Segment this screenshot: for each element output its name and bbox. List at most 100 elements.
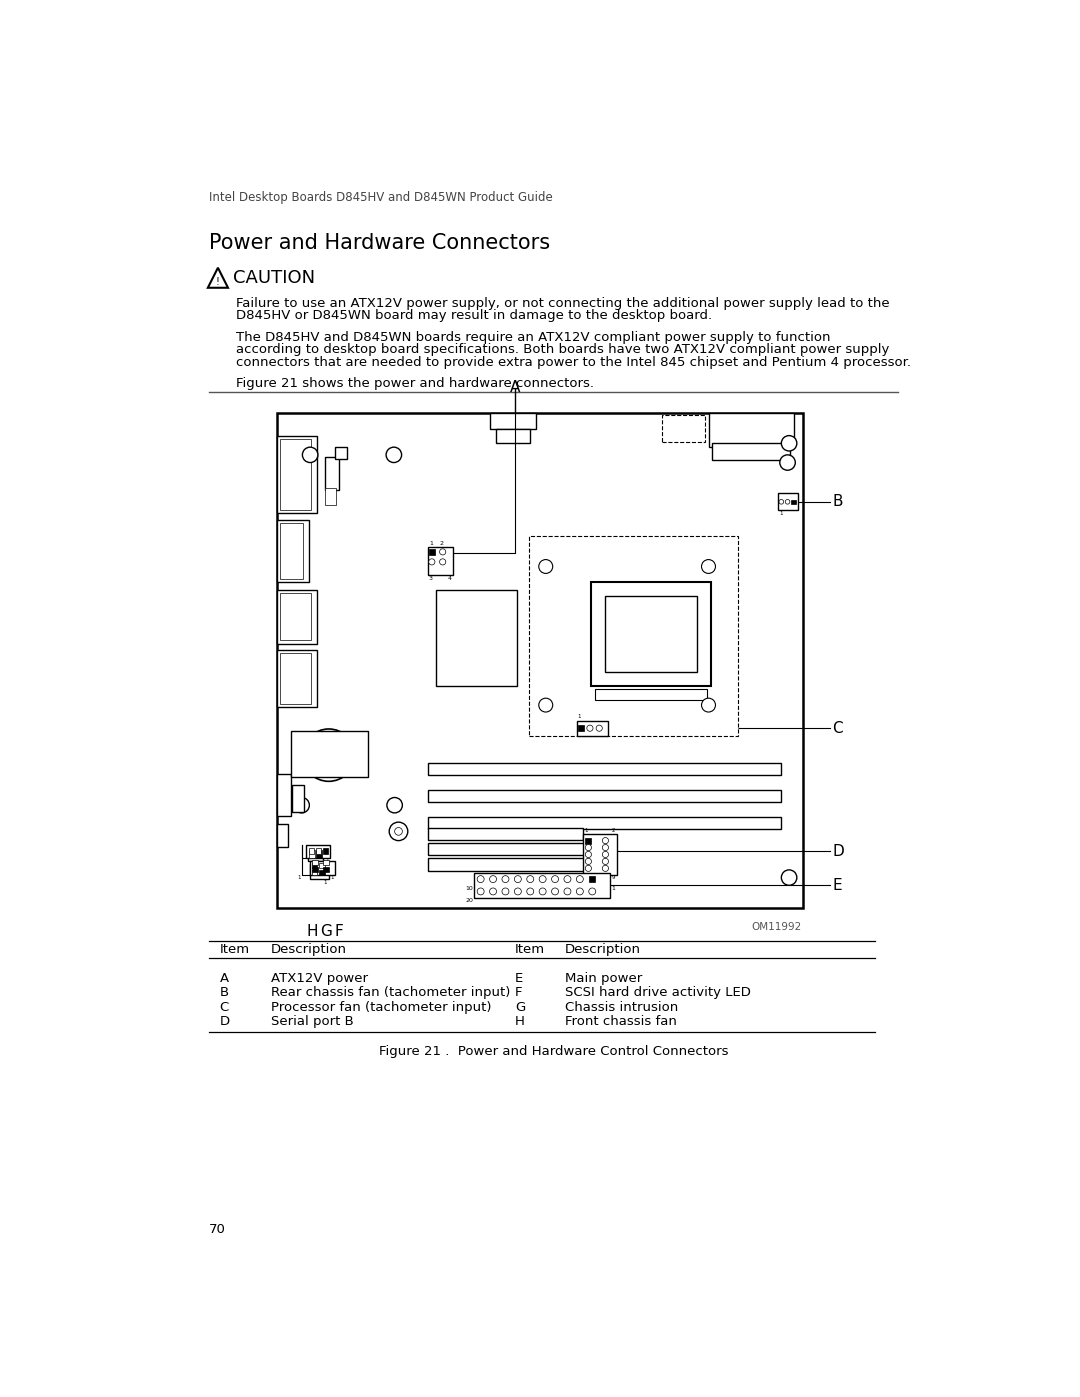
Circle shape <box>577 876 583 883</box>
Bar <box>583 834 617 875</box>
Circle shape <box>779 500 784 504</box>
Bar <box>428 858 606 870</box>
Circle shape <box>440 559 446 564</box>
Bar <box>428 842 606 855</box>
Text: 1: 1 <box>780 511 783 515</box>
Bar <box>280 652 311 704</box>
Text: H: H <box>515 1016 525 1028</box>
Text: 1: 1 <box>429 541 433 546</box>
Bar <box>320 863 325 869</box>
Text: C: C <box>833 721 843 736</box>
Bar <box>428 827 583 840</box>
Circle shape <box>589 888 596 895</box>
Circle shape <box>387 798 403 813</box>
Circle shape <box>389 823 408 841</box>
Text: 1: 1 <box>611 886 616 891</box>
Circle shape <box>502 888 509 895</box>
Bar <box>276 412 804 908</box>
Text: 70: 70 <box>208 1222 226 1235</box>
Text: OM11992: OM11992 <box>752 922 801 932</box>
Text: 1: 1 <box>324 880 327 884</box>
Circle shape <box>477 876 484 883</box>
Bar <box>325 488 336 504</box>
Bar <box>291 731 368 778</box>
Text: 3: 3 <box>429 576 433 581</box>
Circle shape <box>603 838 608 844</box>
Text: Main power: Main power <box>565 971 643 985</box>
Bar <box>309 848 314 855</box>
Text: 9: 9 <box>612 876 616 880</box>
Text: 1: 1 <box>319 862 323 866</box>
Text: Item: Item <box>515 943 545 956</box>
Bar <box>307 845 329 858</box>
Text: B: B <box>833 495 843 510</box>
Bar <box>428 817 781 828</box>
Text: G: G <box>515 1000 525 1014</box>
Text: Processor fan (tachometer input): Processor fan (tachometer input) <box>271 1000 491 1014</box>
Text: Failure to use an ATX12V power supply, or not connecting the additional power su: Failure to use an ATX12V power supply, o… <box>235 298 889 310</box>
Text: F: F <box>335 923 343 939</box>
Circle shape <box>585 844 592 851</box>
Text: G: G <box>320 923 332 939</box>
Bar <box>792 500 796 504</box>
Bar <box>280 524 303 578</box>
Bar <box>595 689 707 700</box>
Text: C: C <box>219 1000 229 1014</box>
Circle shape <box>489 876 497 883</box>
Text: 10: 10 <box>465 886 473 891</box>
Text: Item: Item <box>219 943 249 956</box>
Circle shape <box>394 827 403 835</box>
Text: Rear chassis fan (tachometer input): Rear chassis fan (tachometer input) <box>271 986 510 999</box>
Circle shape <box>302 447 318 462</box>
Circle shape <box>527 876 534 883</box>
Circle shape <box>585 858 592 865</box>
Circle shape <box>514 888 522 895</box>
Bar <box>276 824 287 847</box>
Bar <box>309 849 314 858</box>
Bar <box>310 863 328 879</box>
Bar <box>590 876 595 882</box>
Circle shape <box>489 888 497 895</box>
Bar <box>276 436 318 513</box>
Bar <box>435 590 517 686</box>
Text: B: B <box>219 986 229 999</box>
Bar <box>312 866 318 872</box>
Text: 2: 2 <box>612 828 616 833</box>
Circle shape <box>429 559 435 564</box>
Text: !: ! <box>216 277 220 286</box>
Circle shape <box>527 888 534 895</box>
Text: 11: 11 <box>584 876 592 880</box>
Bar <box>280 439 311 510</box>
Circle shape <box>702 560 715 573</box>
Bar <box>312 870 318 876</box>
Circle shape <box>702 698 715 712</box>
Bar <box>315 848 321 855</box>
Text: CAUTION: CAUTION <box>233 268 315 286</box>
Bar <box>276 590 318 644</box>
Bar <box>429 549 435 555</box>
Bar <box>323 848 328 855</box>
Circle shape <box>577 888 583 895</box>
Circle shape <box>514 876 522 883</box>
Text: A: A <box>219 971 229 985</box>
Circle shape <box>564 888 571 895</box>
Bar <box>276 650 318 707</box>
Text: D: D <box>219 1016 230 1028</box>
Text: 1: 1 <box>297 875 301 880</box>
Bar <box>335 447 347 458</box>
Text: A: A <box>510 380 519 395</box>
Text: 20: 20 <box>465 898 473 904</box>
Circle shape <box>780 455 795 471</box>
Circle shape <box>552 876 558 883</box>
Bar <box>323 861 328 865</box>
Circle shape <box>585 851 592 858</box>
Circle shape <box>603 865 608 872</box>
Text: 4: 4 <box>448 576 451 581</box>
Circle shape <box>502 876 509 883</box>
Bar <box>662 415 704 441</box>
Bar <box>320 870 325 876</box>
Circle shape <box>603 851 608 858</box>
Bar <box>578 725 583 731</box>
Bar <box>474 873 610 898</box>
Circle shape <box>387 447 402 462</box>
